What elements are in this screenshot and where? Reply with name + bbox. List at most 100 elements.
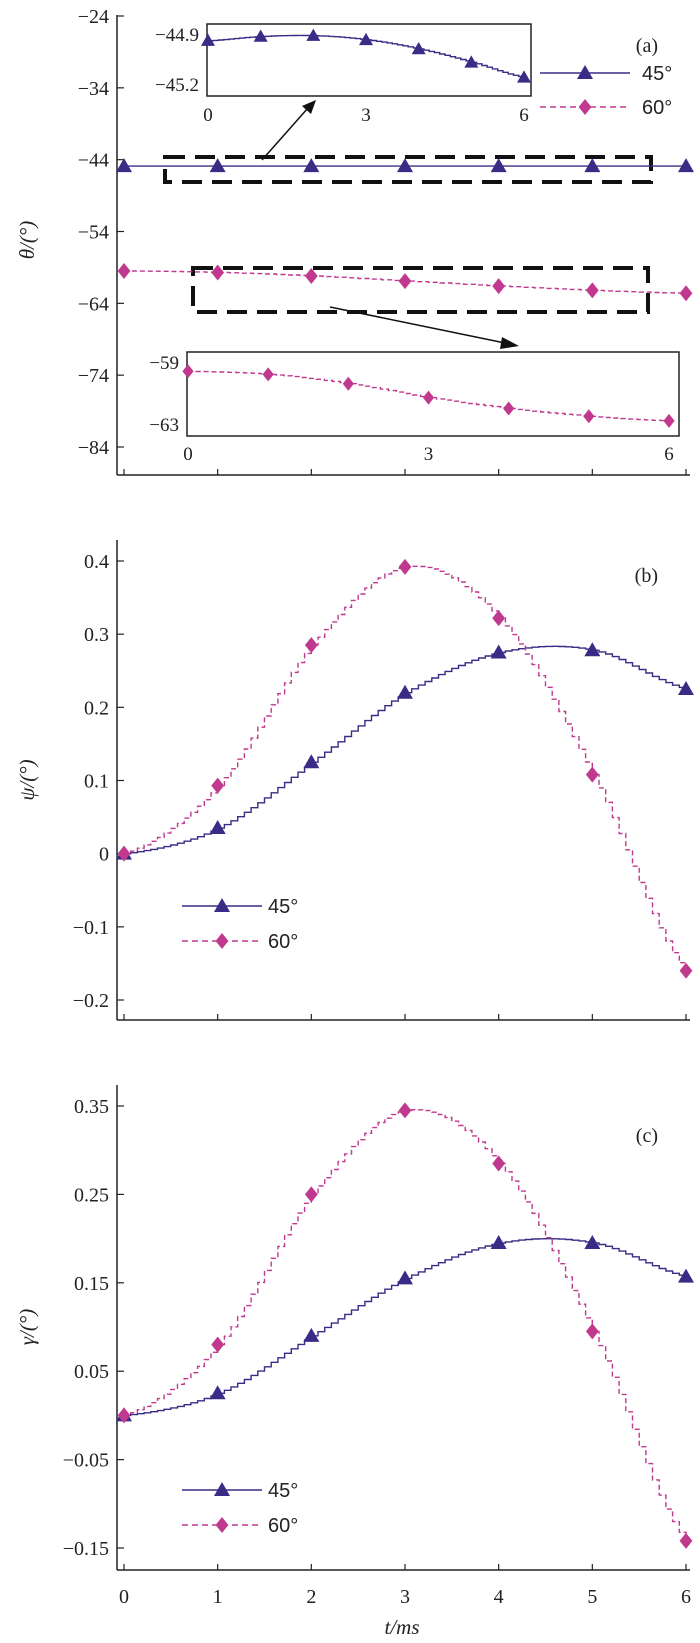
- inset-45-frame: [206, 23, 532, 97]
- x-tick-label: 3: [424, 444, 434, 465]
- y-tick-label: −0.05: [63, 1450, 109, 1472]
- panel-c-series-1-point: [492, 1155, 506, 1172]
- inset-45-x-ticks: 0 3 6: [203, 105, 529, 126]
- y-tick-label: 0.4: [84, 551, 109, 573]
- zoom-arrow-60-head: [500, 337, 519, 349]
- inset-60-series: [182, 364, 675, 428]
- panel-b-x-ticks: [123, 1014, 687, 1020]
- panel-a-series-1-point: [304, 268, 318, 285]
- panel-a-series-0-point: [116, 158, 132, 173]
- x-tick-label: 6: [519, 105, 529, 126]
- panel-a-series-1-point: [211, 264, 225, 281]
- inset-45-y-ticks: −44.9 −45.2: [155, 25, 199, 96]
- panel-a-series-0-point: [397, 158, 413, 173]
- panel-c-series-1-point: [398, 1102, 412, 1119]
- inset-60-series-point: [422, 390, 435, 405]
- legend-swatch-marker: [215, 933, 229, 949]
- y-tick-label: −44: [78, 150, 109, 172]
- panel-b-series-1-point: [679, 962, 693, 979]
- inset-60-series-point: [663, 413, 675, 428]
- panel-a-label: (a): [636, 35, 658, 57]
- x-tick-label: 6: [664, 444, 674, 465]
- inset-60-series-point: [182, 364, 194, 379]
- panel-c-series-0-point: [303, 1327, 320, 1342]
- panel-b-y-title: ψ/(°): [15, 759, 39, 800]
- inset-60-y-ticks: −59 −63: [149, 353, 179, 436]
- x-tick-label: 6: [681, 1586, 691, 1608]
- x-tick-label: 0: [183, 444, 193, 465]
- panel-a-series-1-point: [679, 285, 693, 302]
- panel-b-series-1-point: [585, 766, 599, 783]
- panel-b-y-ticks: 0.4 0.3 0.2 0.1 0 −0.1 −0.2: [73, 551, 124, 1012]
- inset-45: −44.9 −45.2 0 3 6: [155, 23, 532, 126]
- panel-b-series-1-point: [117, 845, 131, 862]
- y-tick-label: 0: [99, 844, 109, 866]
- y-tick-label: −44.9: [155, 25, 199, 46]
- panel-a-y-title: θ/(°): [15, 221, 39, 260]
- panel-b-legend: 45° 60°: [182, 896, 298, 953]
- panel-a-series-0-point: [678, 158, 694, 173]
- panel-b-series-1-point: [398, 558, 412, 575]
- y-tick-label: 0.15: [74, 1273, 109, 1295]
- zoom-arrow-45: [261, 107, 309, 161]
- x-tick-label: 1: [213, 1586, 223, 1608]
- panel-a-series-0-point: [584, 158, 601, 173]
- y-tick-label: 0.25: [74, 1184, 109, 1206]
- legend-swatch-marker: [577, 65, 593, 79]
- x-tick-label: 0: [119, 1586, 129, 1608]
- panel-c-series-1-point: [211, 1336, 225, 1353]
- y-tick-label: 0.05: [74, 1361, 109, 1383]
- x-tick-label: 4: [494, 1586, 504, 1608]
- panel-c-x-title: t/ms: [384, 1615, 419, 1639]
- panel-a-series-1-point: [398, 273, 412, 290]
- inset-45-series-point: [464, 55, 479, 68]
- panel-c-series-1-point: [304, 1186, 318, 1203]
- panel-a-x-ticks: [123, 469, 687, 475]
- zoom-arrow-45-head: [302, 100, 316, 114]
- zoom-arrow-60: [329, 306, 506, 344]
- inset-60-series-point: [503, 401, 515, 416]
- y-tick-label: 0.1: [84, 771, 109, 793]
- panel-a-series-1-point: [117, 263, 131, 280]
- inset-45-series: [201, 28, 531, 83]
- panel-b-series-1-line: [124, 565, 687, 971]
- panel-c-series-1-point: [679, 1532, 693, 1549]
- panel-c-series-0-line: [124, 1238, 687, 1417]
- inset-45-series-point: [306, 28, 321, 41]
- x-tick-label: 3: [400, 1586, 410, 1608]
- inset-45-series-point: [201, 33, 215, 46]
- panel-c-series-0-point: [397, 1270, 413, 1285]
- panel-b-legend-label-45: 45°: [268, 896, 298, 918]
- panel-a: (a) θ/(°) −24−34−44−54−64−74−84 45° 60° …: [15, 6, 694, 476]
- legend-swatch-marker: [214, 898, 230, 912]
- panel-b-series-0-point: [303, 754, 320, 769]
- panel-c-legend-label-60: 60°: [268, 1515, 298, 1537]
- panel-b-series: [116, 558, 694, 979]
- inset-45-series-point: [359, 32, 373, 46]
- panel-c-series-0-point: [678, 1268, 694, 1283]
- panel-a-series-1-point: [585, 282, 599, 299]
- panel-c-series-1-point: [117, 1407, 131, 1424]
- y-tick-label: −34: [78, 78, 109, 100]
- x-tick-label: 3: [361, 105, 371, 126]
- y-tick-label: 0.3: [84, 624, 109, 646]
- y-tick-label: 0.2: [84, 697, 109, 719]
- y-tick-label: −0.1: [73, 917, 109, 939]
- y-tick-label: −84: [78, 437, 109, 459]
- panel-b-series-1-point: [492, 610, 506, 627]
- x-tick-label: 2: [306, 1586, 316, 1608]
- panel-c-y-title: γ/(°): [15, 1309, 39, 1346]
- panel-c-x-ticks: 0 1 2 3 4 5 6: [119, 1564, 691, 1608]
- legend-swatch-marker: [578, 99, 592, 115]
- panel-a-y-ticks: −24 −34 −44 −54 −64 −74 −84: [78, 6, 124, 459]
- y-tick-label: −54: [78, 222, 109, 244]
- y-tick-label: −63: [149, 415, 179, 436]
- panel-c-series-0-point: [584, 1235, 601, 1250]
- panel-a-legend-label-45: 45°: [642, 63, 672, 85]
- panel-c-legend: 45° 60°: [182, 1480, 298, 1537]
- panel-a-series-0-point: [490, 158, 507, 173]
- panel-a-series: [116, 158, 694, 302]
- panel-a-series-0-point: [303, 158, 320, 173]
- y-tick-label: −0.2: [73, 990, 109, 1012]
